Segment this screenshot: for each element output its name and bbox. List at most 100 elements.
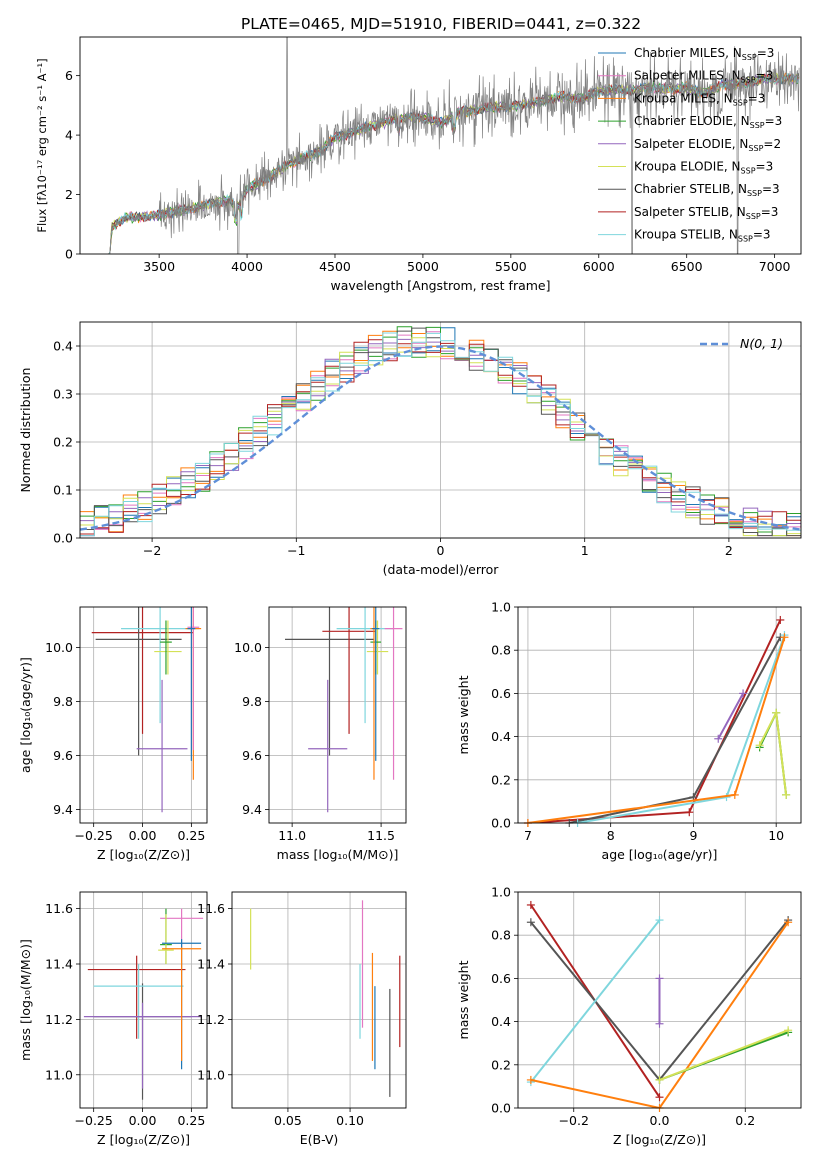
x-axis-label: mass [log₁₀(M/M⊙)] [277, 847, 399, 862]
y-tick-label: 10.0 [45, 640, 73, 655]
x-tick-label: 0.25 [177, 828, 205, 843]
y-tick-label: 11.2 [45, 1012, 73, 1027]
legend-value: =3 [761, 205, 779, 219]
x-tick-label: 9 [689, 828, 697, 843]
legend-entry: Kroupa MILES, NSSP=3 [634, 91, 765, 107]
spectrum-legend: Chabrier MILES, NSSP=3 Salpeter MILES, NS… [598, 46, 782, 244]
legend-entry: Salpeter STELIB, NSSP=3 [634, 205, 778, 221]
x-tick-label: 2 [725, 543, 733, 558]
figure-title: PLATE=0465, MJD=51910, FIBERID=0441, z=0… [241, 15, 641, 33]
y-tick-label: 11.6 [197, 901, 225, 916]
y-axis-label: age [log₁₀(age/yr)] [18, 657, 33, 773]
y-tick-label: 11.6 [45, 901, 73, 916]
y-tick-label: 9.8 [53, 694, 73, 709]
x-tick-label: 5000 [407, 259, 439, 274]
y-tick-label: 9.8 [242, 694, 262, 709]
legend-subscript: SSP [742, 53, 757, 62]
spectrum-panel: 3500 4000 4500 5000 5500 6000 6500 7000 0 2 4 6 wave… [35, 36, 802, 293]
weight-line-chabrier_stelib [569, 636, 782, 823]
legend-subscript: SSP [746, 212, 761, 221]
age_vs_mass-panel: 11.0 11.5 9.4 9.6 9.8 10.0 mass [log₁₀(M/M⊙)] [234, 606, 407, 862]
x-tick-label: 1 [581, 543, 589, 558]
legend-entry: Salpeter MILES, NSSP=3 [634, 69, 773, 85]
gaussian-curve [79, 345, 802, 531]
axes-frame [79, 321, 802, 539]
legend-value: =3 [756, 160, 774, 174]
y-tick-label: 11.4 [197, 957, 225, 972]
x-axis-label: Z [log₁₀(Z/Z⊙)] [613, 1132, 706, 1147]
x-tick-label: −0.2 [559, 1113, 589, 1128]
legend-entry: Chabrier ELODIE, NSSP=3 [634, 114, 782, 130]
x-tick-label: 0.25 [177, 1113, 205, 1128]
weight-line-salpeter_elodie [717, 692, 744, 740]
mass_vs_Z-panel: −0.25 0.00 0.25 11.0 11.2 11.4 11.6 Z [log₁₀(Z/… [18, 891, 208, 1147]
axes-frame [79, 606, 208, 824]
x-tick-label: 0 [437, 543, 445, 558]
y-axis-label: mass weight [456, 675, 471, 754]
x-tick-label: 3500 [143, 259, 175, 274]
legend-value: =3 [762, 182, 780, 196]
x-axis-label: wavelength [Angstrom, rest frame] [330, 278, 550, 293]
weight-line-kroupa_miles [527, 636, 786, 823]
y-tick-label: 0.3 [53, 387, 73, 402]
axes-frame [79, 891, 208, 1109]
y-axis-label: Flux [fλ10⁻¹⁷ erg cm⁻² s⁻¹ A⁻¹] [35, 58, 49, 232]
legend-subscript: SSP [748, 144, 763, 153]
legend-subscript: SSP [750, 121, 765, 130]
legend-subscript: SSP [747, 189, 762, 198]
legend-value: =3 [756, 69, 774, 83]
axes-frame [268, 606, 407, 824]
axes-frame [79, 36, 802, 255]
panels: 3500 4000 4500 5000 5500 6000 6500 7000 0 2 4 6 wave… [18, 36, 802, 1147]
legend-value: =3 [748, 91, 766, 105]
y-tick-label: 0.6 [491, 686, 511, 701]
y-tick-label: 11.4 [45, 957, 73, 972]
x-tick-label: 0.00 [129, 1113, 157, 1128]
legend-entry: Salpeter ELODIE, NSSP=2 [634, 137, 781, 153]
histogram-kroupa_stelib [80, 332, 801, 537]
x-tick-label: −1 [287, 543, 305, 558]
observed-spectrum [109, 37, 800, 254]
y-tick-label: 11.2 [197, 1012, 225, 1027]
x-tick-label: 0.0 [650, 1113, 670, 1128]
y-tick-label: 0.0 [491, 816, 511, 831]
y-tick-label: 2 [65, 187, 73, 202]
mass_vs_ebv-panel: 0.05 0.10 11.0 11.2 11.4 11.6 E(B-V) [197, 891, 407, 1147]
x-tick-label: 0.2 [735, 1113, 755, 1128]
legend-value: =3 [753, 228, 771, 242]
weight-line-kroupa_miles [530, 921, 789, 1108]
y-tick-label: 11.0 [45, 1067, 73, 1082]
y-tick-label: 0.4 [53, 339, 73, 354]
legend-subscript: SSP [741, 167, 756, 176]
x-tick-label: 10 [768, 828, 784, 843]
legend-value: =3 [765, 114, 783, 128]
x-axis-label: Z [log₁₀(Z/Z⊙)] [97, 847, 190, 862]
y-tick-label: 0.6 [491, 971, 511, 986]
x-axis-label: Z [log₁₀(Z/Z⊙)] [97, 1132, 190, 1147]
y-tick-label: 9.4 [242, 802, 262, 817]
y-tick-label: 9.6 [242, 748, 262, 763]
axes-frame [517, 606, 802, 824]
legend-entry: Kroupa ELODIE, NSSP=3 [634, 160, 773, 176]
mass_weight_vs_age-panel: 7 8 9 10 0.0 0.2 0.4 0.6 0.8 1.0 age [log₁₀(age/yr… [456, 600, 802, 862]
y-tick-label: 0.2 [491, 772, 511, 787]
y-tick-label: 0.4 [491, 1014, 511, 1029]
y-tick-label: 1.0 [491, 600, 511, 615]
x-tick-label: 4500 [319, 259, 351, 274]
y-tick-label: 11.0 [197, 1067, 225, 1082]
age_vs_Z-panel: −0.25 0.00 0.25 9.4 9.6 9.8 10.0 Z [log₁₀(Z/Z⊙)… [18, 606, 208, 862]
x-axis-label: (data-model)/error [383, 562, 500, 577]
y-tick-label: 4 [65, 128, 73, 143]
legend-subscript: SSP [738, 235, 753, 244]
mass_weight_vs_Z-panel: −0.2 0.0 0.2 0.0 0.2 0.4 0.6 0.8 1.0 Z [log₁₀(Z/Z… [456, 885, 802, 1147]
legend-value: =3 [757, 46, 775, 60]
y-tick-label: 0 [65, 247, 73, 262]
y-tick-label: 6 [65, 68, 73, 83]
x-tick-label: 5500 [495, 259, 527, 274]
x-tick-label: 6500 [671, 259, 703, 274]
y-tick-label: 9.6 [53, 748, 73, 763]
weight-line-kroupa_stelib [530, 919, 661, 1083]
x-tick-label: 0.10 [336, 1113, 364, 1128]
x-axis-label: age [log₁₀(age/yr)] [602, 847, 718, 862]
